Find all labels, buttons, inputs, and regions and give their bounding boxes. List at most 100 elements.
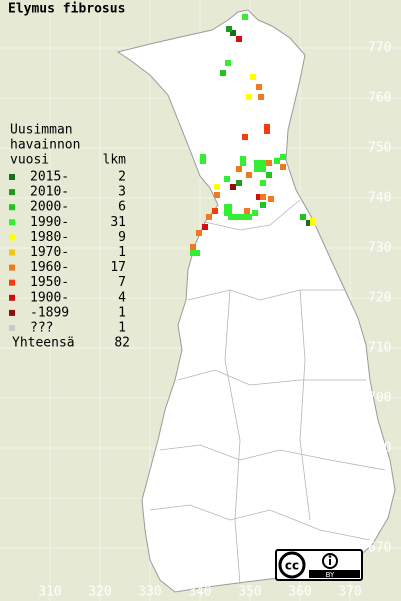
legend-count: 3: [118, 185, 126, 200]
observation: [230, 184, 236, 190]
observation: [252, 210, 258, 216]
y-tick-label: 680: [368, 491, 391, 506]
observation: [266, 172, 272, 178]
x-tick-label: 320: [88, 585, 111, 600]
legend-label: 1970-: [30, 245, 69, 260]
observation: [190, 244, 196, 250]
observation: [246, 94, 252, 100]
observation: [258, 94, 264, 100]
observation: [196, 230, 202, 236]
legend-header: havainnon: [10, 138, 80, 153]
observation: [228, 214, 252, 220]
legend-swatch: [9, 309, 15, 316]
legend-label: 2010-: [30, 185, 69, 200]
legend-count: 4: [118, 290, 126, 305]
observation: [264, 124, 270, 134]
observation: [240, 156, 246, 166]
y-tick-label: 720: [368, 291, 391, 306]
region-borders: [149, 199, 386, 585]
observation: [310, 218, 316, 226]
legend-total-label: Yhteensä: [12, 336, 75, 351]
observation: [190, 250, 200, 256]
observation: [250, 74, 256, 80]
y-tick-label: 770: [368, 41, 391, 56]
legend-label: 2015-: [30, 170, 69, 185]
legend-header: vuosi: [10, 153, 49, 168]
legend-label: 1950-: [30, 275, 69, 290]
observation: [220, 70, 226, 76]
legend-swatch: [9, 264, 15, 271]
legend-total: 82: [114, 336, 130, 351]
legend-swatch: [9, 294, 15, 301]
y-tick-label: 670: [368, 541, 391, 556]
observation: [260, 202, 266, 208]
y-tick-label: 690: [368, 441, 391, 456]
observation: [280, 154, 286, 160]
observations: [190, 14, 316, 256]
license-by: BY: [326, 571, 335, 579]
legend-label: ???: [30, 321, 53, 336]
observation: [274, 158, 280, 164]
observation: [225, 60, 231, 66]
legend-label: 1900-: [30, 290, 69, 305]
observation: [202, 224, 208, 230]
observation: [242, 134, 248, 140]
legend-header: Uusimman: [10, 123, 73, 138]
observation: [244, 208, 250, 214]
legend-label: 1960-: [30, 260, 69, 275]
legend-count: 6: [118, 200, 126, 215]
observation: [214, 184, 220, 190]
observation: [212, 208, 218, 214]
observation: [200, 154, 206, 164]
observation: [206, 214, 212, 220]
y-tick-label: 750: [368, 141, 391, 156]
observation: [242, 14, 248, 20]
legend-swatch: [9, 219, 15, 226]
y-tick-label: 700: [368, 391, 391, 406]
legend-swatch: [9, 204, 15, 211]
legend-swatch: [9, 174, 15, 180]
observation: [214, 192, 220, 198]
observation: [260, 180, 266, 186]
legend-label: 1980-: [30, 230, 69, 245]
legend-swatch: [9, 234, 15, 241]
observation: [226, 26, 232, 32]
legend-label: 2000-: [30, 200, 69, 215]
observation: [246, 172, 252, 178]
legend-count: 7: [118, 275, 126, 290]
observation: [254, 160, 266, 172]
legend-count: 9: [118, 230, 126, 245]
observation: [230, 30, 236, 36]
observation: [224, 204, 232, 216]
x-tick-label: 350: [238, 585, 261, 600]
legend-count: 2: [118, 170, 126, 185]
legend-swatch: [9, 279, 15, 286]
observation: [236, 36, 242, 42]
observation: [236, 166, 242, 172]
legend-count: 1: [118, 245, 126, 260]
x-tick-label: 370: [338, 585, 361, 600]
legend-label: 1990-: [30, 215, 69, 230]
x-tick-label: 330: [138, 585, 161, 600]
x-tick-label: 310: [38, 585, 61, 600]
observation: [268, 196, 274, 202]
legend-count: 1: [118, 305, 126, 320]
observation: [224, 176, 230, 182]
y-tick-label: 710: [368, 341, 391, 356]
legend-label: -1899: [30, 305, 69, 320]
map-title: Elymus fibrosus: [8, 2, 125, 17]
observation: [300, 214, 306, 220]
legend-swatch: [9, 325, 15, 331]
legend-count: 1: [118, 321, 126, 336]
legend-swatch: [9, 249, 15, 256]
license-badge: cc BY: [275, 549, 363, 581]
y-tick-label: 740: [368, 191, 391, 206]
license-cc: cc: [285, 559, 299, 573]
y-tick-label: 730: [368, 241, 391, 256]
x-tick-label: 360: [288, 585, 311, 600]
observation: [306, 220, 312, 226]
legend-count: 31: [110, 215, 126, 230]
legend-count-header: lkm: [103, 153, 127, 168]
